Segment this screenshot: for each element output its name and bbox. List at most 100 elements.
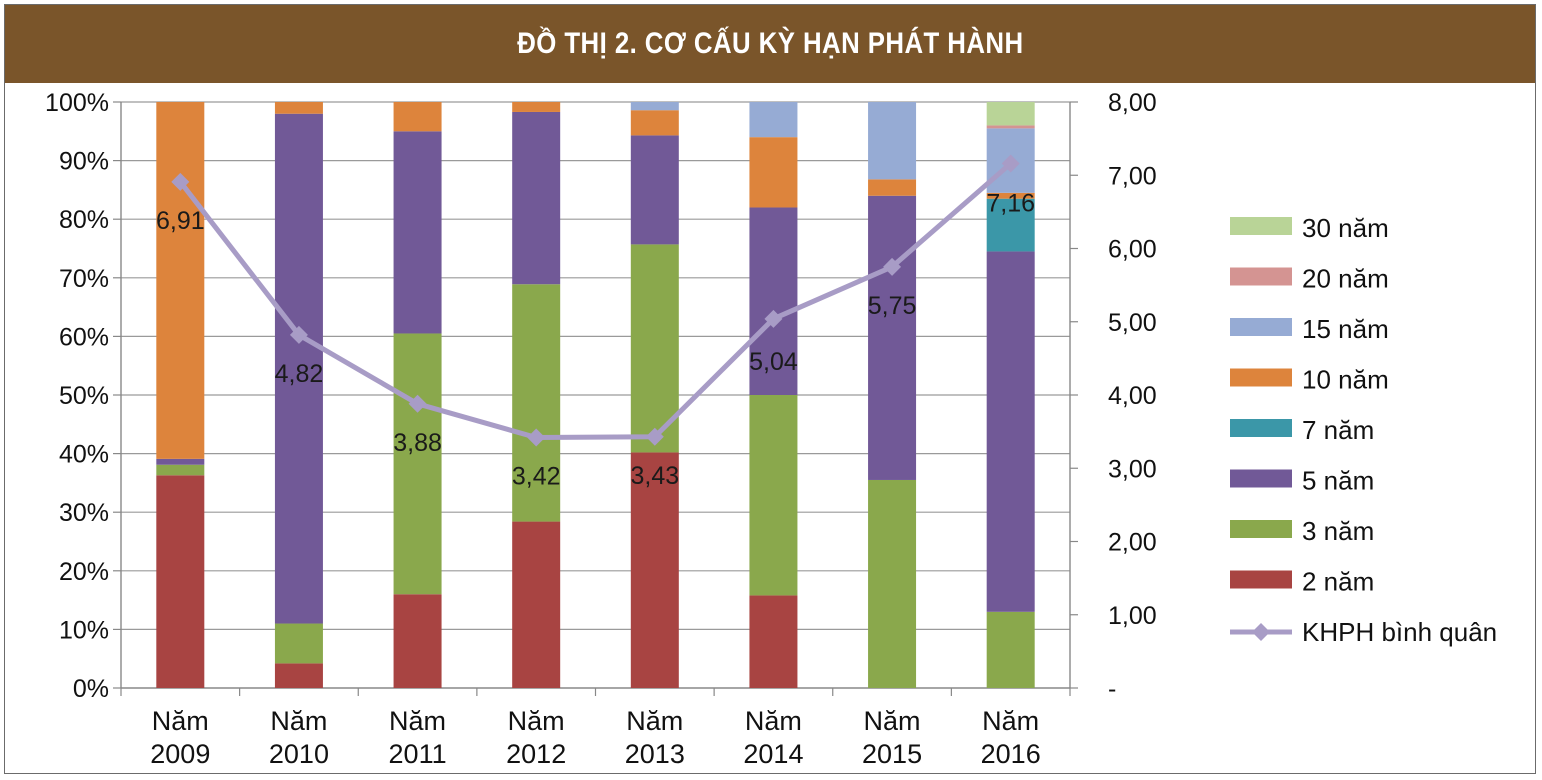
bar-segment	[630, 452, 679, 688]
right-tick-label: 7,00	[1108, 162, 1157, 190]
bar-segment	[512, 102, 561, 112]
bar-segment	[630, 102, 679, 111]
right-tick-label: 2,00	[1108, 529, 1157, 557]
line-data-label: 3,88	[393, 429, 442, 457]
x-category-label: Năm	[152, 706, 209, 736]
left-tick-label: 0%	[73, 675, 109, 703]
line-marker	[1001, 154, 1020, 173]
right-tick-label: 6,00	[1108, 236, 1157, 264]
left-tick-label: 10%	[59, 616, 109, 644]
chart-title-bar: ĐỒ THỊ 2. CƠ CẤU KỲ HẠN PHÁT HÀNH	[5, 5, 1535, 83]
bar-segment	[749, 395, 798, 596]
x-category-label: Năm	[982, 706, 1039, 736]
bar-segment	[393, 594, 442, 688]
bar-segment	[986, 198, 1035, 252]
left-tick-label: 40%	[59, 441, 109, 469]
line-path	[178, 161, 1013, 440]
bar-segment	[393, 333, 442, 595]
bar-segment	[986, 251, 1035, 612]
line-marker	[408, 394, 427, 413]
x-category-label: 2014	[743, 739, 803, 769]
right-tick-label: 4,00	[1108, 382, 1157, 410]
x-category-label: Năm	[508, 706, 565, 736]
bar-segment	[274, 623, 323, 664]
bar-segment	[986, 102, 1035, 126]
x-category-label: Năm	[270, 706, 327, 736]
bar-segment	[156, 475, 205, 688]
x-category-label: 2010	[269, 739, 329, 769]
legend-label: 7 năm	[1302, 415, 1374, 445]
bar-segment	[868, 179, 917, 196]
line-data-label: 3,42	[512, 462, 561, 490]
bar-segment	[274, 102, 323, 114]
left-tick-label: 70%	[59, 265, 109, 293]
line-marker	[645, 427, 664, 446]
bar-segment	[393, 102, 442, 132]
x-category-label: 2013	[625, 739, 685, 769]
legend-swatch	[1230, 318, 1292, 336]
bar-segment	[512, 111, 561, 285]
bar-segment	[749, 595, 798, 688]
legend-swatch	[1230, 267, 1292, 286]
bar-segment	[986, 125, 1035, 129]
bar-segment	[156, 458, 205, 465]
x-category-label: 2015	[862, 739, 922, 769]
bar-segment	[630, 110, 679, 136]
bar-stacks	[156, 102, 1035, 688]
legend-swatch	[1230, 520, 1292, 538]
chart-legend: 30 năm 20 năm 15 năm 10 năm 7 năm 5 năm 3 năm 2…	[1230, 213, 1497, 647]
bar-segment	[986, 192, 1035, 199]
legend-label: 3 năm	[1302, 516, 1374, 546]
bar-segment	[630, 135, 679, 245]
line-marker	[527, 428, 546, 447]
left-tick-label: 100%	[45, 89, 109, 117]
line-data-label: 3,43	[630, 462, 679, 490]
x-category-label: 2016	[981, 739, 1041, 769]
x-category-label: 2011	[389, 739, 447, 769]
right-tick-label: 3,00	[1108, 455, 1157, 483]
bar-segment	[986, 611, 1035, 688]
x-category-label: Năm	[626, 706, 683, 736]
left-tick-label: 20%	[59, 558, 109, 586]
legend-label: 2 năm	[1302, 567, 1374, 597]
bar-segment	[868, 102, 917, 180]
legend-swatch	[1230, 368, 1292, 387]
bar-segment	[749, 207, 798, 395]
bar-segment	[156, 464, 205, 476]
line-marker	[764, 309, 783, 328]
x-category-label: 2009	[150, 739, 210, 769]
average-term-line: 6,91 4,82 3,88 3,42 3,43 5,04 5,75 7,16	[156, 154, 1035, 490]
line-marker	[883, 257, 902, 276]
chart-title: ĐỒ THỊ 2. CƠ CẤU KỲ HẠN PHÁT HÀNH	[516, 27, 1024, 60]
right-tick-label: 8,00	[1108, 89, 1157, 117]
x-category-label: Năm	[864, 706, 921, 736]
x-category-label: Năm	[389, 706, 446, 736]
legend-label: 20 năm	[1302, 264, 1389, 294]
bar-segment	[274, 113, 323, 624]
legend-swatch	[1230, 469, 1292, 488]
right-tick-label: 1,00	[1108, 602, 1157, 630]
bar-segment	[274, 663, 323, 688]
left-tick-label: 50%	[59, 382, 109, 410]
legend-label: 10 năm	[1302, 365, 1389, 395]
legend-swatch	[1230, 419, 1292, 437]
bar-segment	[868, 195, 917, 480]
legend-label: 5 năm	[1302, 466, 1374, 496]
line-marker	[289, 325, 308, 344]
legend-label: 30 năm	[1302, 213, 1389, 243]
left-tick-label: 60%	[59, 323, 109, 351]
bar-segment	[749, 102, 798, 138]
line-data-label: 5,04	[749, 348, 798, 376]
line-data-label: 4,82	[275, 360, 324, 388]
bar-segment	[512, 521, 561, 688]
bar-segment	[512, 284, 561, 522]
bar-segment	[156, 102, 205, 459]
legend-swatch	[1230, 570, 1292, 589]
bar-segment	[393, 131, 442, 334]
left-tick-label: 30%	[59, 499, 109, 527]
line-data-label: 5,75	[868, 292, 917, 320]
bar-segment	[868, 479, 917, 688]
left-tick-label: 90%	[59, 148, 109, 176]
legend-line-marker	[1252, 623, 1270, 641]
